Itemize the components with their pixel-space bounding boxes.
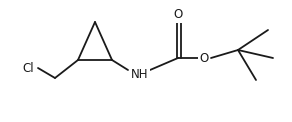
Text: Cl: Cl	[22, 61, 34, 75]
Text: O: O	[173, 9, 182, 21]
Text: NH: NH	[131, 68, 149, 81]
Text: O: O	[199, 51, 208, 65]
